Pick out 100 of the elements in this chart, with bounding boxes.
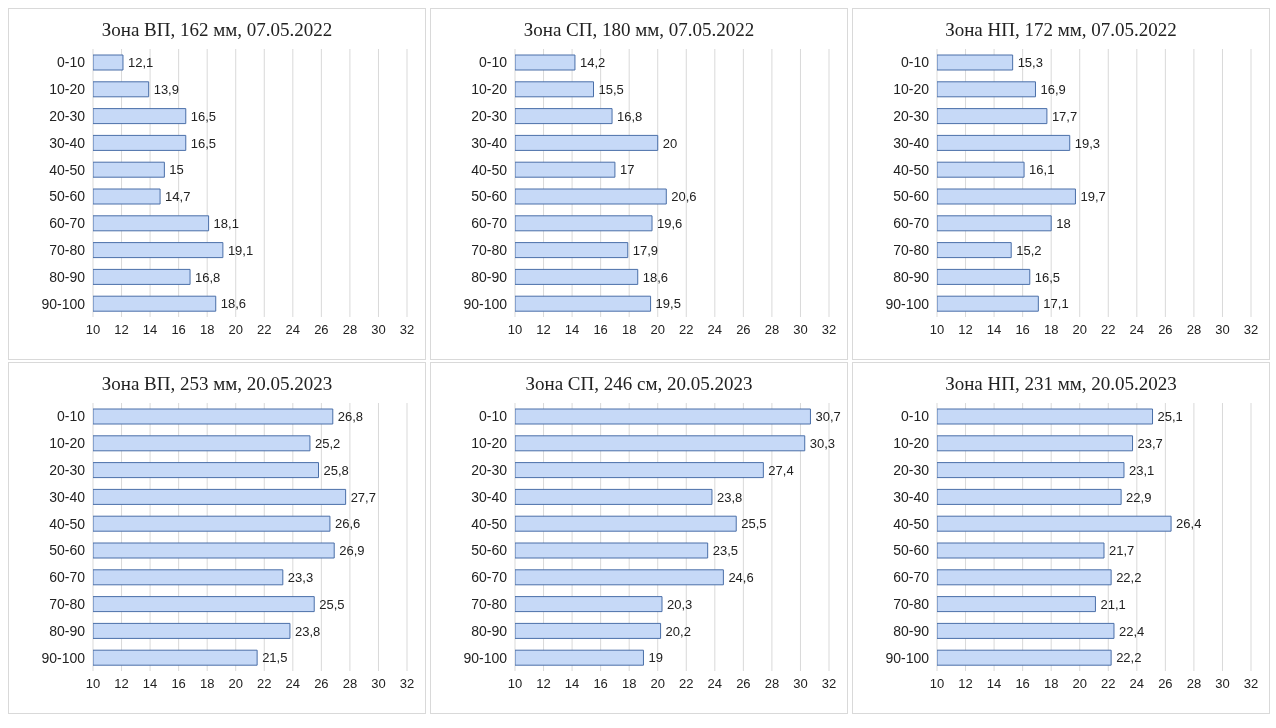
y-tick-label: 90-100	[463, 295, 508, 312]
data-label: 23,1	[1128, 462, 1155, 478]
data-label: 23,8	[716, 489, 743, 505]
chart-title: Зона ВП, 162 мм, 07.05.2022	[100, 19, 334, 41]
y-tick-label: 30-40	[893, 134, 930, 151]
x-tick-label: 30	[793, 322, 808, 338]
y-tick-label: 90-100	[885, 649, 930, 666]
x-tick-label: 16	[171, 676, 186, 692]
y-tick-label: 20-30	[471, 461, 508, 478]
data-label: 16,5	[190, 135, 217, 151]
y-tick-label: 0-10	[56, 54, 86, 71]
y-tick-label: 70-80	[893, 595, 930, 612]
x-tick-label: 18	[199, 322, 215, 338]
x-tick-label: 26	[1158, 322, 1173, 338]
data-label: 19,5	[655, 296, 681, 312]
x-tick-label: 30	[793, 676, 808, 692]
y-tick-label: 80-90	[893, 268, 930, 285]
data-label: 19,7	[1080, 189, 1106, 205]
x-tick-label: 20	[650, 676, 665, 692]
y-tick-label: 60-70	[49, 569, 86, 586]
chart-title: Зона ВП, 253 мм, 20.05.2023	[100, 373, 334, 395]
data-label: 20,6	[671, 189, 697, 205]
x-tick-label: 26	[736, 676, 751, 692]
x-tick-label: 28	[1186, 676, 1202, 692]
x-tick-label: 10	[507, 676, 523, 692]
x-tick-label: 10	[929, 676, 945, 692]
chart-title: Зона СП, 246 см, 20.05.2023	[524, 373, 754, 395]
x-tick-label: 14	[564, 322, 580, 338]
y-tick-label: 10-20	[49, 435, 86, 452]
x-tick-label: 12	[958, 676, 973, 692]
y-tick-label: 80-90	[49, 268, 86, 285]
x-tick-label: 16	[593, 322, 608, 338]
x-tick-label: 16	[171, 322, 186, 338]
x-tick-label: 18	[621, 676, 637, 692]
y-tick-label: 30-40	[49, 488, 86, 505]
x-tick-label: 30	[371, 676, 386, 692]
x-tick-label: 24	[285, 676, 301, 692]
data-label: 21,1	[1100, 596, 1126, 612]
chart-title: Зона НП, 231 мм, 20.05.2023	[944, 373, 1178, 395]
data-label: 25,5	[741, 516, 767, 532]
x-tick-label: 20	[228, 322, 243, 338]
x-tick-label: 26	[314, 676, 329, 692]
data-label: 16,8	[195, 269, 221, 285]
x-tick-label: 14	[986, 676, 1002, 692]
x-tick-label: 10	[85, 676, 101, 692]
x-tick-label: 18	[199, 676, 215, 692]
data-label: 25,2	[314, 435, 341, 451]
x-tick-label: 32	[1243, 322, 1259, 338]
data-label: 14,7	[165, 189, 191, 205]
x-tick-label: 32	[821, 676, 837, 692]
x-tick-label: 10	[85, 322, 101, 338]
y-tick-label: 0-10	[478, 54, 508, 71]
data-label: 25,5	[319, 596, 345, 612]
data-label: 26,6	[334, 516, 361, 532]
x-tick-label: 22	[679, 322, 694, 338]
x-tick-label: 22	[257, 676, 272, 692]
data-label: 16,1	[1029, 162, 1055, 178]
data-label: 24,6	[728, 569, 754, 585]
y-tick-label: 70-80	[49, 241, 86, 258]
data-label: 14,2	[579, 55, 606, 71]
y-tick-label: 20-30	[49, 107, 86, 124]
x-tick-label: 26	[736, 322, 751, 338]
y-tick-label: 50-60	[471, 542, 508, 559]
y-tick-label: 20-30	[893, 107, 930, 124]
y-tick-label: 60-70	[471, 215, 508, 232]
x-tick-label: 28	[764, 322, 780, 338]
x-tick-label: 14	[142, 676, 158, 692]
y-tick-label: 0-10	[900, 54, 930, 71]
x-tick-label: 28	[764, 676, 780, 692]
y-tick-label: 30-40	[893, 488, 930, 505]
x-tick-label: 20	[1072, 322, 1087, 338]
y-tick-label: 10-20	[471, 81, 508, 98]
data-label: 17,7	[1051, 108, 1078, 124]
x-tick-label: 28	[1186, 322, 1202, 338]
y-tick-label: 90-100	[41, 295, 86, 312]
data-label: 12,1	[127, 55, 154, 71]
x-tick-label: 18	[1043, 676, 1059, 692]
data-label: 30,7	[815, 409, 841, 425]
x-tick-label: 28	[342, 676, 358, 692]
x-tick-label: 22	[1101, 322, 1116, 338]
data-label: 15,3	[1017, 55, 1043, 71]
x-tick-label: 30	[1215, 322, 1230, 338]
data-label: 18,6	[220, 296, 247, 312]
data-label: 27,4	[768, 462, 794, 478]
y-tick-label: 40-50	[893, 161, 930, 178]
x-tick-label: 24	[1129, 676, 1145, 692]
data-label: 30,3	[809, 435, 836, 451]
x-tick-label: 10	[507, 322, 523, 338]
y-tick-label: 70-80	[893, 241, 930, 258]
data-label: 18	[1056, 215, 1071, 231]
data-label: 23,8	[294, 623, 321, 639]
x-tick-label: 18	[621, 322, 637, 338]
y-tick-label: 50-60	[49, 542, 86, 559]
x-tick-label: 12	[958, 322, 973, 338]
x-tick-label: 32	[821, 322, 837, 338]
data-label: 26,4	[1176, 516, 1202, 532]
y-tick-label: 10-20	[893, 435, 930, 452]
y-tick-label: 0-10	[478, 408, 508, 425]
x-tick-label: 12	[536, 676, 551, 692]
y-tick-label: 60-70	[893, 569, 930, 586]
